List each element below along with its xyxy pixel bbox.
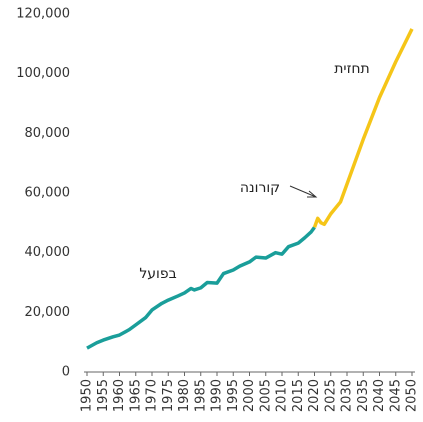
x-tick-label: 1970 [145, 379, 160, 412]
x-tick-label: 1995 [226, 379, 241, 412]
x-tick-label: 1955 [96, 379, 111, 412]
x-tick-label: 2040 [372, 379, 387, 412]
annotation-arrowhead [307, 190, 318, 198]
series-label: תחזית [334, 61, 370, 77]
x-tick-label: 1990 [210, 379, 225, 412]
series-label: בפועל [139, 266, 176, 282]
y-tick-label: 0 [62, 365, 70, 380]
x-tick-label: 2045 [388, 379, 403, 412]
x-tick-label: 2005 [258, 379, 273, 412]
x-tick-label: 1975 [161, 379, 176, 412]
x-tick-label: 1965 [128, 379, 143, 412]
y-tick-label: 120,000 [16, 7, 70, 22]
x-tick-label: 2020 [307, 379, 322, 412]
x-tick-label: 2025 [323, 379, 338, 412]
x-tick-label: 2035 [356, 379, 371, 412]
y-tick-label: 100,000 [16, 66, 70, 81]
x-tick-label: 1950 [80, 379, 95, 412]
annotation: קורונה [240, 180, 280, 196]
y-tick-label: 20,000 [25, 305, 71, 320]
y-tick-label: 80,000 [25, 126, 71, 141]
x-tick-label: 2050 [405, 379, 420, 412]
x-tick-label: 1980 [177, 379, 192, 412]
y-tick-label: 40,000 [25, 245, 71, 260]
annotation-arrow [289, 185, 317, 198]
x-tick-label: 1960 [112, 379, 127, 412]
line-series [312, 28, 414, 228]
x-tick-label: 2030 [340, 379, 355, 412]
y-tick-label: 60,000 [25, 186, 71, 201]
line-series [86, 226, 316, 350]
x-tick-label: 2000 [242, 379, 257, 412]
x-tick-label: 2015 [291, 379, 306, 412]
x-tick-label: 2010 [275, 379, 290, 412]
x-tick-label: 1985 [193, 379, 208, 412]
